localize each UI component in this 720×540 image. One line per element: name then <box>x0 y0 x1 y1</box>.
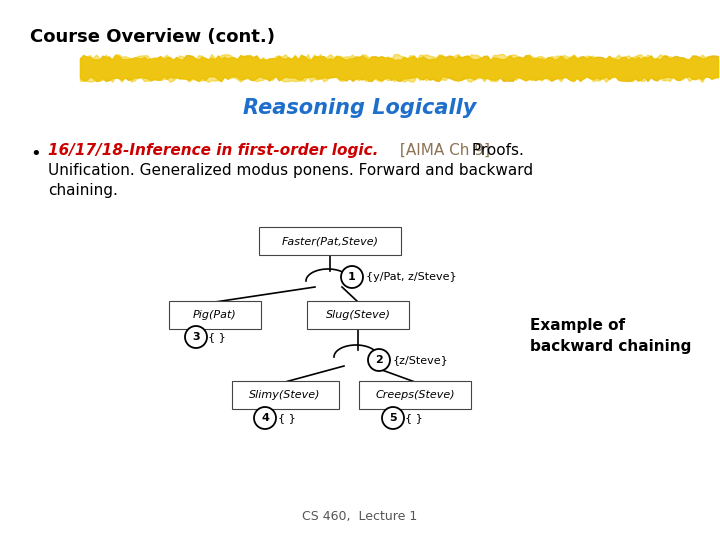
Text: Pig(Pat): Pig(Pat) <box>193 310 237 320</box>
Text: [AIMA Ch 9]: [AIMA Ch 9] <box>395 143 490 158</box>
Text: Creeps(Steve): Creeps(Steve) <box>375 390 455 400</box>
Text: {y/Pat, z/Steve}: {y/Pat, z/Steve} <box>366 272 456 282</box>
Text: Slimy(Steve): Slimy(Steve) <box>249 390 320 400</box>
Circle shape <box>341 266 363 288</box>
Text: Faster(Pat,Steve): Faster(Pat,Steve) <box>282 236 379 246</box>
Text: 4: 4 <box>261 413 269 423</box>
Text: 2: 2 <box>375 355 383 365</box>
FancyBboxPatch shape <box>232 381 338 409</box>
Circle shape <box>382 407 404 429</box>
Text: 3: 3 <box>192 332 200 342</box>
Text: {z/Steve}: {z/Steve} <box>393 355 449 365</box>
Text: Proofs.: Proofs. <box>467 143 524 158</box>
Circle shape <box>368 349 390 371</box>
Text: chaining.: chaining. <box>48 183 118 198</box>
FancyBboxPatch shape <box>359 381 471 409</box>
Text: CS 460,  Lecture 1: CS 460, Lecture 1 <box>302 510 418 523</box>
Text: { }: { } <box>405 413 423 423</box>
Text: Reasoning Logically: Reasoning Logically <box>243 98 477 118</box>
Text: 1: 1 <box>348 272 356 282</box>
Text: { }: { } <box>278 413 296 423</box>
Text: 5: 5 <box>390 413 397 423</box>
Text: •: • <box>30 145 41 163</box>
Text: Course Overview (cont.): Course Overview (cont.) <box>30 28 275 46</box>
Circle shape <box>254 407 276 429</box>
FancyBboxPatch shape <box>169 301 261 329</box>
Text: Example of
backward chaining: Example of backward chaining <box>530 318 691 354</box>
Circle shape <box>185 326 207 348</box>
FancyBboxPatch shape <box>307 301 409 329</box>
FancyBboxPatch shape <box>259 227 401 255</box>
Text: Unification. Generalized modus ponens. Forward and backward: Unification. Generalized modus ponens. F… <box>48 163 533 178</box>
Text: 16/17/18-Inference in first-order logic.: 16/17/18-Inference in first-order logic. <box>48 143 379 158</box>
Text: { }: { } <box>208 332 226 342</box>
Text: Slug(Steve): Slug(Steve) <box>325 310 390 320</box>
